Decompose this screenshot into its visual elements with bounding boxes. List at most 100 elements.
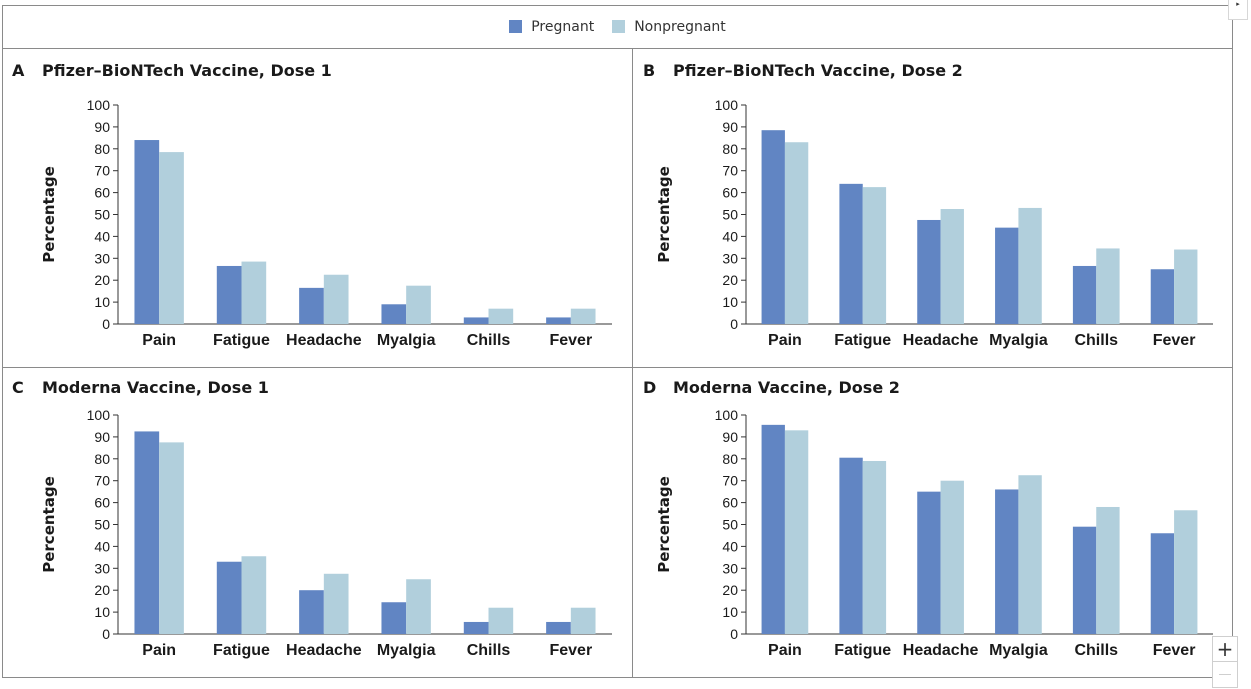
bar-b-chills-pregnant [1072,265,1097,324]
y-tick-label-c: 0 [102,626,110,642]
y-tick-label-c: 30 [94,560,110,576]
y-tick-label-b: 40 [722,228,738,244]
x-tick-label-a: Pain [142,332,176,349]
y-tick-label-a: 50 [94,207,110,223]
y-tick-label-d: 70 [722,473,738,489]
bar-d-myalgia-pregnant [995,489,1019,634]
x-tick-label-c: Fatigue [213,642,270,659]
bar-c-fatigue-pregnant [216,561,242,634]
legend-label-nonpregnant: Nonpregnant [634,18,726,35]
y-tick-label-b: 50 [722,207,738,223]
bar-d-fatigue-nonpregnant [862,460,887,634]
x-tick-label-d: Fatigue [834,642,891,659]
bar-a-fatigue-nonpregnant [241,261,267,324]
y-tick-label-a: 40 [94,228,110,244]
y-tick-label-b: 0 [730,316,738,332]
legend: Pregnant Nonpregnant [2,5,1233,49]
y-tick-label-c: 70 [94,473,110,489]
bar-c-pain-pregnant [134,431,160,634]
x-tick-label-c: Headache [286,642,362,659]
y-tick-label-a: 80 [94,141,110,157]
bar-c-myalgia-nonpregnant [406,579,431,634]
x-tick-label-b: Fever [1153,332,1196,349]
panel-letter-d: D [643,378,657,397]
panel-title-a: A Pfizer–BioNTech Vaccine, Dose 1 [12,61,332,80]
x-tick-label-c: Fever [549,642,592,659]
chart-panel-b: B Pfizer–BioNTech Vaccine, Dose 2 0 10 20 30… [633,51,1233,367]
x-tick-label-a: Fatigue [213,332,270,349]
y-tick-label-a: 10 [94,294,110,310]
bar-c-fever-pregnant [546,621,571,634]
bar-a-headache-pregnant [299,287,324,324]
bar-c-chills-nonpregnant [488,607,514,634]
y-tick-label-a: 90 [94,119,110,135]
minus-bar [1219,674,1231,675]
chart-panel-a: A Pfizer–BioNTech Vaccine, Dose 1 0 10 20 30… [2,51,632,367]
bar-chart-b: 0 10 20 30 40 50 60 70 80 90 100 Percentage Pain Fati… [655,97,1213,349]
panel-letter-b: B [643,61,656,80]
x-tick-label-d: Pain [768,642,802,659]
bar-b-headache-nonpregnant [940,209,964,324]
y-axis-label-d: Percentage [655,476,673,573]
x-tick-label-b: Myalgia [989,332,1048,349]
y-tick-label-a: 30 [94,250,110,266]
y-tick-label-c: 90 [94,429,110,445]
x-tick-label-a: Fever [549,332,592,349]
bar-d-pain-pregnant [761,424,785,634]
legend-swatch-pregnant [509,20,523,33]
bar-b-pain-nonpregnant [784,142,809,324]
legend-item-pregnant: Pregnant [509,19,594,35]
bar-a-myalgia-pregnant [381,304,407,324]
bar-c-headache-pregnant [299,590,324,634]
y-tick-label-d: 0 [730,626,738,642]
bar-c-headache-nonpregnant [323,573,349,634]
y-tick-label-c: 60 [94,495,110,511]
y-tick-label-b: 20 [722,272,738,288]
y-tick-label-c: 80 [94,451,110,467]
minus-icon[interactable] [1212,662,1238,688]
panel-divider-vertical [632,49,633,678]
plus-icon[interactable]: + [1212,636,1238,662]
y-tick-label-b: 100 [715,97,739,113]
bar-d-chills-pregnant [1072,526,1097,634]
chart-panel-c: C Moderna Vaccine, Dose 1 0 10 20 30 40 50 60 70… [2,368,632,678]
y-tick-label-a: 100 [87,97,111,113]
y-tick-label-b: 30 [722,250,738,266]
bar-a-myalgia-nonpregnant [406,285,431,324]
x-tick-label-b: Headache [903,332,979,349]
y-tick-label-d: 50 [722,517,738,533]
bar-b-fatigue-pregnant [839,183,863,324]
bar-d-chills-nonpregnant [1096,506,1120,634]
bar-chart-c: 0 10 20 30 40 50 60 70 80 90 100 Percentage Pain Fati… [40,407,612,659]
bar-c-fatigue-nonpregnant [241,556,267,634]
x-tick-label-a: Headache [286,332,362,349]
bar-c-myalgia-pregnant [381,602,407,634]
y-axis-label-c: Percentage [40,476,58,573]
bar-a-chills-pregnant [463,317,489,324]
y-tick-label-b: 80 [722,141,738,157]
y-tick-label-c: 10 [94,604,110,620]
bar-d-fever-pregnant [1150,533,1175,634]
y-tick-label-a: 60 [94,185,110,201]
legend-swatch-nonpregnant [612,20,626,33]
triangle-right-icon[interactable]: ▸ [1228,0,1248,20]
x-tick-label-b: Fatigue [834,332,891,349]
bar-b-myalgia-nonpregnant [1018,207,1042,324]
y-tick-label-b: 70 [722,163,738,179]
bar-d-myalgia-nonpregnant [1018,475,1042,634]
panel-title-b: B Pfizer–BioNTech Vaccine, Dose 2 [643,61,963,80]
x-tick-label-d: Myalgia [989,642,1048,659]
panel-title-text-d: Moderna Vaccine, Dose 2 [673,378,900,397]
panel-title-text-a: Pfizer–BioNTech Vaccine, Dose 1 [42,61,332,80]
y-tick-label-a: 0 [102,316,110,332]
bar-a-pain-pregnant [134,140,160,324]
y-tick-label-d: 20 [722,582,738,598]
x-tick-label-d: Fever [1153,642,1196,659]
bar-chart-d: 0 10 20 30 40 50 60 70 80 90 100 Percentage Pain Fati… [655,407,1213,659]
y-tick-label-b: 60 [722,185,738,201]
bar-c-chills-pregnant [463,621,489,634]
x-tick-label-d: Chills [1074,642,1118,659]
y-tick-label-c: 100 [87,407,111,423]
y-tick-label-c: 50 [94,517,110,533]
y-tick-label-b: 90 [722,119,738,135]
